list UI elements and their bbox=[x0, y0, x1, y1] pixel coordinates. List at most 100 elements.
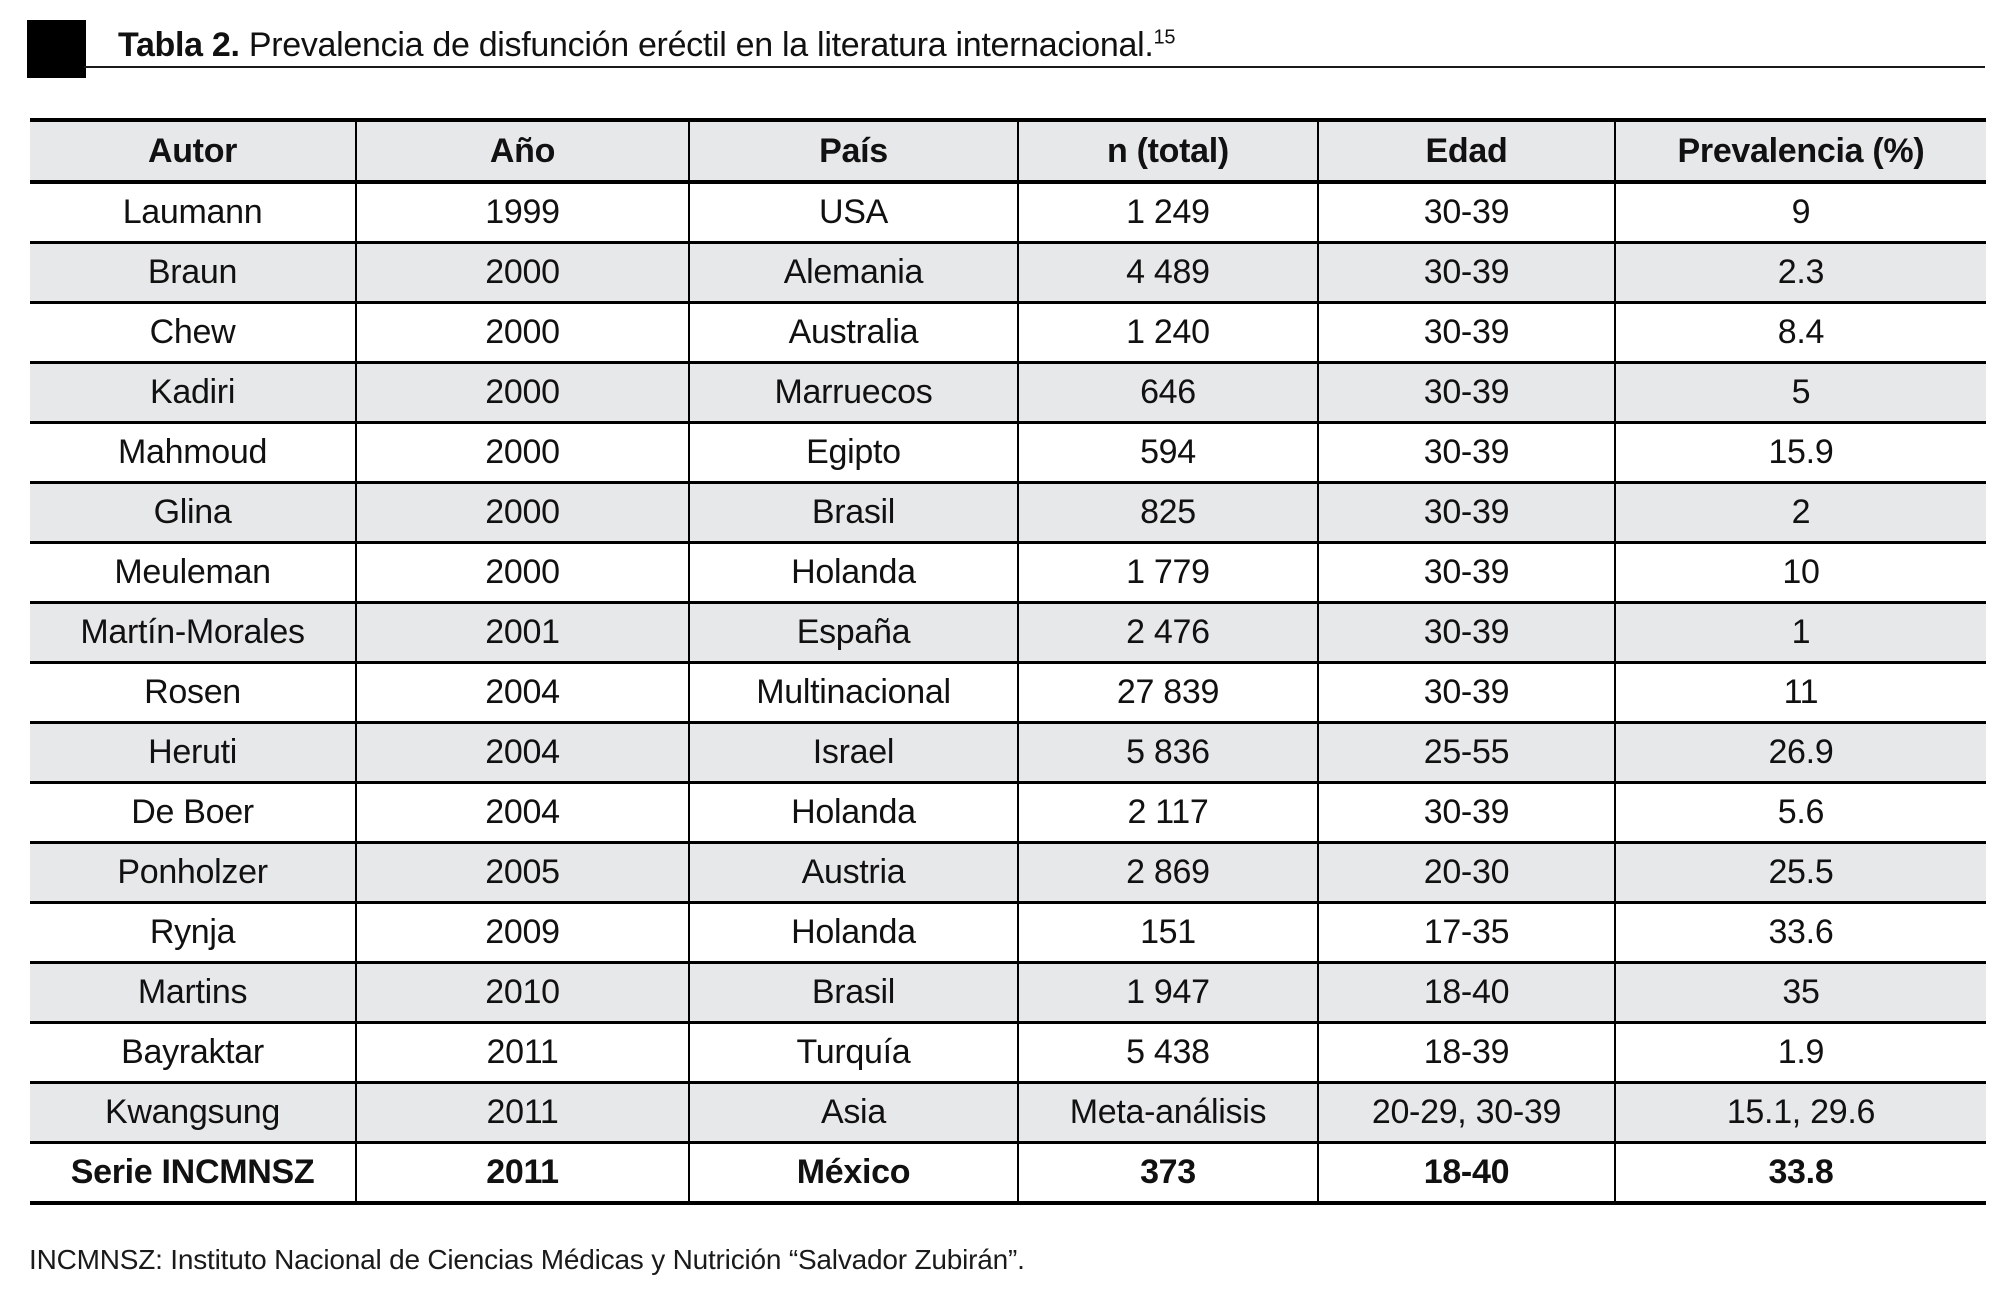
table-cell: 2004 bbox=[355, 721, 690, 784]
table-cell: 2005 bbox=[355, 841, 690, 904]
table-cell: 2000 bbox=[355, 361, 690, 424]
table-cell: 151 bbox=[1016, 901, 1320, 964]
table-cell: 825 bbox=[1016, 481, 1320, 544]
table-cell: 2000 bbox=[355, 481, 690, 544]
table-row: Martins 2010 Brasil 1 947 18-40 35 bbox=[30, 961, 1986, 1024]
table-cell: Kadiri bbox=[30, 361, 358, 424]
title-rule bbox=[84, 66, 1985, 68]
table-cell: 2011 bbox=[355, 1081, 690, 1144]
table-cell: Braun bbox=[30, 241, 358, 304]
table-row: Laumann 1999 USA 1 249 30-39 9 bbox=[30, 180, 1986, 244]
table-cell: 27 839 bbox=[1016, 661, 1320, 724]
table-cell: 2009 bbox=[355, 901, 690, 964]
table-cell: 30-39 bbox=[1317, 301, 1616, 364]
table-cell: 1 249 bbox=[1016, 180, 1320, 244]
table-cell: 17-35 bbox=[1317, 901, 1616, 964]
table-cell: Egipto bbox=[687, 421, 1019, 484]
table-row: Kwangsung 2011 Asia Meta-análisis 20-29, 30-… bbox=[30, 1081, 1986, 1144]
table-cell: 2 117 bbox=[1016, 781, 1320, 844]
table-cell: Chew bbox=[30, 301, 358, 364]
table-cell: 373 bbox=[1016, 1141, 1320, 1205]
table-cell: 10 bbox=[1613, 541, 1986, 604]
table-cell: Martins bbox=[30, 961, 358, 1024]
table-cell: 30-39 bbox=[1317, 241, 1616, 304]
table-cell: Rosen bbox=[30, 661, 358, 724]
table-cell: 2 869 bbox=[1016, 841, 1320, 904]
table-cell: Holanda bbox=[687, 541, 1019, 604]
table-row: Meuleman 2000 Holanda 1 779 30-39 10 bbox=[30, 541, 1986, 604]
table-cell: 2000 bbox=[355, 241, 690, 304]
table-cell: 30-39 bbox=[1317, 421, 1616, 484]
table-cell: 9 bbox=[1613, 180, 1986, 244]
header-row: Autor Año País n (total) Edad Prevalencia (%) bbox=[30, 118, 1986, 184]
table-row: Braun 2000 Alemania 4 489 30-39 2.3 bbox=[30, 241, 1986, 304]
table-cell: Austria bbox=[687, 841, 1019, 904]
table-cell: 5 bbox=[1613, 361, 1986, 424]
table-row: Martín-Morales 2001 España 2 476 30-39 1 bbox=[30, 601, 1986, 664]
table-cell: 2004 bbox=[355, 781, 690, 844]
table-cell: Rynja bbox=[30, 901, 358, 964]
table-cell: Asia bbox=[687, 1081, 1019, 1144]
table-row: De Boer 2004 Holanda 2 117 30-39 5.6 bbox=[30, 781, 1986, 844]
table-cell: 30-39 bbox=[1317, 541, 1616, 604]
section-marker-square bbox=[27, 20, 86, 78]
table-title-text: Prevalencia de disfunción eréctil en la … bbox=[239, 26, 1154, 64]
table-row: Glina 2000 Brasil 825 30-39 2 bbox=[30, 481, 1986, 544]
table-cell: 18-40 bbox=[1317, 961, 1616, 1024]
prevalence-table: Autor Año País n (total) Edad Prevalencia (%)… bbox=[30, 118, 1986, 1205]
table-cell: 2011 bbox=[355, 1141, 690, 1205]
table-cell: Heruti bbox=[30, 721, 358, 784]
table-cell: 35 bbox=[1613, 961, 1986, 1024]
table-cell: Mahmoud bbox=[30, 421, 358, 484]
table-cell: 1 779 bbox=[1016, 541, 1320, 604]
table-row: Chew 2000 Australia 1 240 30-39 8.4 bbox=[30, 301, 1986, 364]
table-row: Kadiri 2000 Marruecos 646 30-39 5 bbox=[30, 361, 1986, 424]
table-cell: 25-55 bbox=[1317, 721, 1616, 784]
table-row: Rosen 2004 Multinacional 27 839 30-39 11 bbox=[30, 661, 1986, 724]
column-header: Prevalencia (%) bbox=[1613, 118, 1986, 184]
table-cell: Laumann bbox=[30, 180, 358, 244]
table-cell: 33.6 bbox=[1613, 901, 1986, 964]
table-title-label: Tabla 2. bbox=[118, 26, 240, 64]
table-cell: 1.9 bbox=[1613, 1021, 1986, 1084]
table-cell: 8.4 bbox=[1613, 301, 1986, 364]
table-cell: 1999 bbox=[355, 180, 690, 244]
table-cell: 2000 bbox=[355, 301, 690, 364]
table-cell: Brasil bbox=[687, 961, 1019, 1024]
table-title-reference: 15 bbox=[1153, 26, 1176, 49]
table-cell: México bbox=[687, 1141, 1019, 1205]
table-row: Heruti 2004 Israel 5 836 25-55 26.9 bbox=[30, 721, 1986, 784]
table-cell: 30-39 bbox=[1317, 601, 1616, 664]
table-cell: 18-39 bbox=[1317, 1021, 1616, 1084]
table-cell: USA bbox=[687, 180, 1019, 244]
table-cell: 1 bbox=[1613, 601, 1986, 664]
table-cell: 2.3 bbox=[1613, 241, 1986, 304]
table-cell: Marruecos bbox=[687, 361, 1019, 424]
table-cell: 30-39 bbox=[1317, 361, 1616, 424]
table-cell: Alemania bbox=[687, 241, 1019, 304]
table-cell: 1 947 bbox=[1016, 961, 1320, 1024]
table-row: Rynja 2009 Holanda 151 17-35 33.6 bbox=[30, 901, 1986, 964]
table-cell: 11 bbox=[1613, 661, 1986, 724]
table-cell: 2011 bbox=[355, 1021, 690, 1084]
table-cell: Glina bbox=[30, 481, 358, 544]
table-cell: 30-39 bbox=[1317, 180, 1616, 244]
footnote: INCMNSZ: Instituto Nacional de Ciencias … bbox=[29, 1244, 1025, 1275]
table-cell: 2001 bbox=[355, 601, 690, 664]
table-cell: 18-40 bbox=[1317, 1141, 1616, 1205]
table-cell: 2000 bbox=[355, 421, 690, 484]
table-cell: 26.9 bbox=[1613, 721, 1986, 784]
column-header: n (total) bbox=[1016, 118, 1320, 184]
table-row: Ponholzer 2005 Austria 2 869 20-30 25.5 bbox=[30, 841, 1986, 904]
table-cell: Serie INCMNSZ bbox=[30, 1141, 358, 1205]
column-header: Edad bbox=[1317, 118, 1616, 184]
table-cell: Brasil bbox=[687, 481, 1019, 544]
table-cell: 2000 bbox=[355, 541, 690, 604]
table-cell: Ponholzer bbox=[30, 841, 358, 904]
table-cell: 30-39 bbox=[1317, 481, 1616, 544]
table-cell: 5.6 bbox=[1613, 781, 1986, 844]
table-cell: 2010 bbox=[355, 961, 690, 1024]
table-row: Serie INCMNSZ 2011 México 373 18-40 33.8 bbox=[30, 1141, 1986, 1205]
table-cell: Meuleman bbox=[30, 541, 358, 604]
table-cell: 20-30 bbox=[1317, 841, 1616, 904]
